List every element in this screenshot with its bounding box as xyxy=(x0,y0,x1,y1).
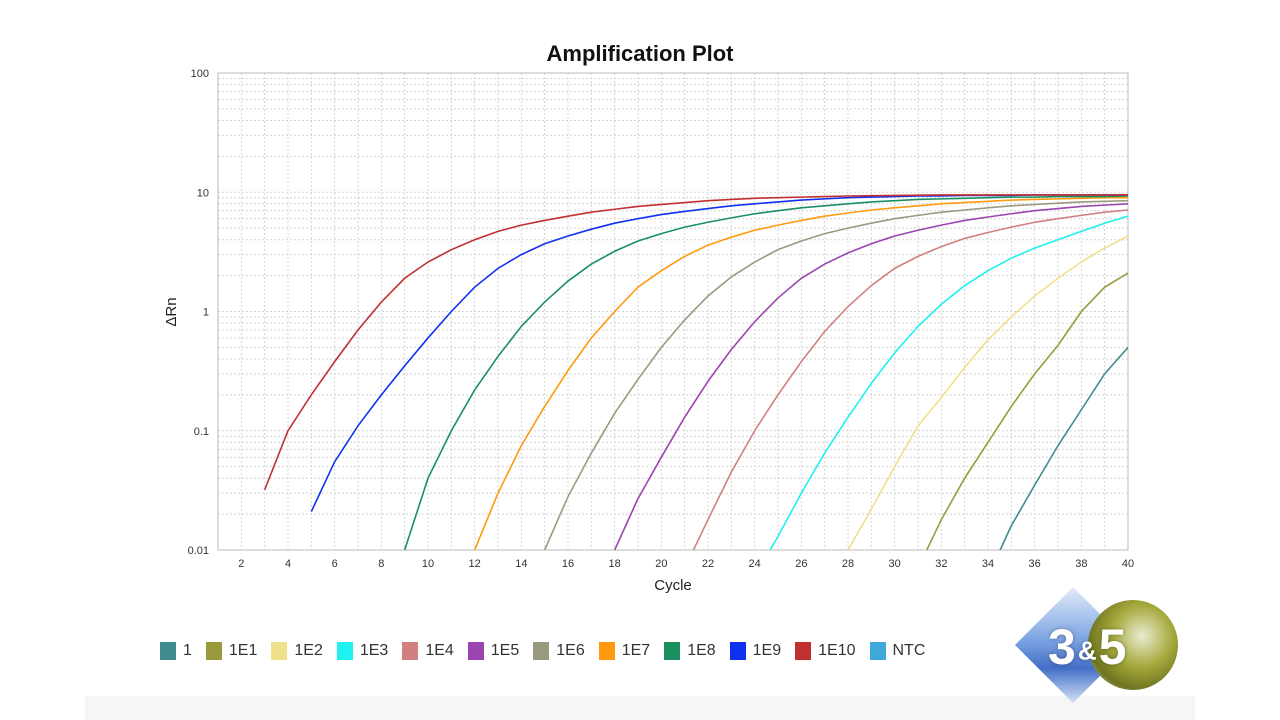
axes: 2 4 6 8 10 12 14 16 18 20 22 24 26 28 30 32 34 36 38 400.01… xyxy=(188,68,1135,570)
footer-band xyxy=(85,696,1195,720)
legend-swatch xyxy=(729,642,746,660)
legend-swatch xyxy=(205,642,222,660)
x-tick-label: 20 xyxy=(655,558,667,570)
series-line-1e3 xyxy=(769,215,1128,550)
legend-item-1e1[interactable]: 1E1 xyxy=(205,642,258,660)
x-tick-label: 22 xyxy=(702,558,714,570)
chart-title: Amplification Plot xyxy=(547,41,735,66)
x-tick-label: 34 xyxy=(982,558,994,570)
series-line-1e2 xyxy=(847,235,1128,550)
legend-label: 1E5 xyxy=(490,642,520,659)
x-tick-label: 16 xyxy=(562,558,574,570)
legend-item-1e9[interactable]: 1E9 xyxy=(729,642,782,660)
x-tick-label: 26 xyxy=(795,558,807,570)
legend-swatch xyxy=(336,642,353,660)
y-tick-label: 0.1 xyxy=(194,426,209,438)
series-line-1e6 xyxy=(543,199,1128,550)
series-line-1e9 xyxy=(310,194,1128,512)
amplification-plot: Amplification Plot 2 4 6 8 10 12 14 16 18 20 22 24 2… xyxy=(163,41,1135,594)
legend-item-1[interactable]: 1 xyxy=(160,642,192,660)
legend-label: 1E8 xyxy=(687,642,716,659)
legend-label: 1E10 xyxy=(818,642,856,659)
y-tick-label: 10 xyxy=(197,187,209,199)
x-tick-label: 14 xyxy=(515,558,527,570)
legend-swatch xyxy=(467,642,484,660)
legend-swatch xyxy=(598,642,615,660)
legend-swatch xyxy=(869,642,886,660)
legend-swatch xyxy=(160,642,176,660)
x-tick-label: 32 xyxy=(935,558,947,570)
series-line-1e10 xyxy=(263,194,1128,491)
legend-label: 1E3 xyxy=(359,642,389,659)
y-axis-label: ΔRn xyxy=(163,297,180,326)
legend-label: 1E9 xyxy=(752,642,782,659)
x-axis-label: Cycle xyxy=(654,577,692,594)
x-tick-label: 40 xyxy=(1122,558,1134,570)
legend-swatch xyxy=(271,642,288,660)
series-line-1e7 xyxy=(473,196,1128,550)
series-line-1e1 xyxy=(925,272,1128,550)
legend: 1 1E1 1E2 1E3 1E4 1E5 1E6 1E7 1E8 1E9 1E10 NTC xyxy=(160,642,939,660)
legend-item-1e8[interactable]: 1E8 xyxy=(664,642,716,660)
x-tick-label: 28 xyxy=(842,558,854,570)
x-tick-label: 8 xyxy=(378,558,384,570)
y-tick-label: 0.01 xyxy=(188,545,209,557)
logo-text: 3&5 xyxy=(1048,619,1129,675)
x-tick-label: 2 xyxy=(238,558,244,570)
legend-item-1e2[interactable]: 1E2 xyxy=(271,642,323,660)
x-tick-label: 6 xyxy=(332,558,338,570)
legend-swatch xyxy=(795,642,812,660)
x-tick-label: 38 xyxy=(1075,558,1087,570)
legend-item-ntc[interactable]: NTC xyxy=(869,642,926,660)
x-tick-label: 36 xyxy=(1029,558,1041,570)
legend-item-1e4[interactable]: 1E4 xyxy=(402,642,454,660)
legend-item-1e3[interactable]: 1E3 xyxy=(336,642,389,660)
y-tick-label: 100 xyxy=(191,68,209,80)
legend-label: 1E7 xyxy=(621,642,651,659)
x-tick-label: 12 xyxy=(469,558,481,570)
legend-label: 1 xyxy=(183,642,192,659)
logo-sphere-shape xyxy=(1088,600,1178,690)
x-tick-label: 10 xyxy=(422,558,434,570)
legend-swatch xyxy=(533,642,550,660)
series-line-1e8 xyxy=(403,195,1128,550)
series-line-1e5 xyxy=(613,203,1128,550)
logo-3-and-5: 3&5 xyxy=(1010,587,1180,707)
legend-label: NTC xyxy=(892,642,926,659)
series-lines xyxy=(263,194,1128,550)
series-line-1e4 xyxy=(692,209,1128,550)
legend-item-1e6[interactable]: 1E6 xyxy=(533,642,585,660)
legend-label: 1E2 xyxy=(294,642,323,659)
legend-label: 1E4 xyxy=(425,642,454,659)
series-line-1 xyxy=(999,346,1128,550)
legend-item-1e10[interactable]: 1E10 xyxy=(795,642,856,660)
x-tick-label: 30 xyxy=(889,558,901,570)
legend-label: 1E1 xyxy=(228,642,258,659)
grid xyxy=(218,73,1128,550)
x-tick-label: 4 xyxy=(285,558,291,570)
x-tick-label: 18 xyxy=(609,558,621,570)
legend-swatch xyxy=(402,642,419,660)
legend-item-1e5[interactable]: 1E5 xyxy=(467,642,520,660)
legend-swatch xyxy=(664,642,681,660)
x-tick-label: 24 xyxy=(749,558,761,570)
legend-label: 1E6 xyxy=(556,642,585,659)
plot-frame xyxy=(217,72,1129,551)
y-tick-label: 1 xyxy=(203,307,209,319)
legend-item-1e7[interactable]: 1E7 xyxy=(598,642,651,660)
